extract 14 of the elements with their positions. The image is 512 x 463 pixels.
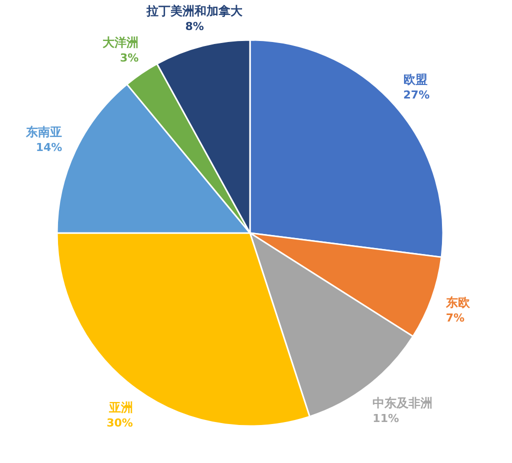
slice-label: 欧盟 — [403, 72, 428, 87]
slice-label: 亚洲 — [108, 400, 133, 414]
slice-label: 中东及非洲 — [372, 396, 433, 410]
data-label: 7% — [446, 312, 465, 325]
slice-label: 拉丁美洲和加拿大 — [146, 4, 244, 18]
slice-label: 大洋洲 — [102, 36, 139, 50]
slice-label: 东欧 — [444, 296, 471, 310]
data-label: 11% — [372, 412, 400, 426]
data-label: 3% — [120, 52, 139, 65]
data-label: 30% — [106, 416, 133, 430]
data-label: 14% — [36, 141, 62, 154]
slice-label: 东南亚 — [25, 125, 62, 140]
data-label: 8% — [185, 20, 204, 34]
data-label: 27% — [403, 88, 430, 102]
